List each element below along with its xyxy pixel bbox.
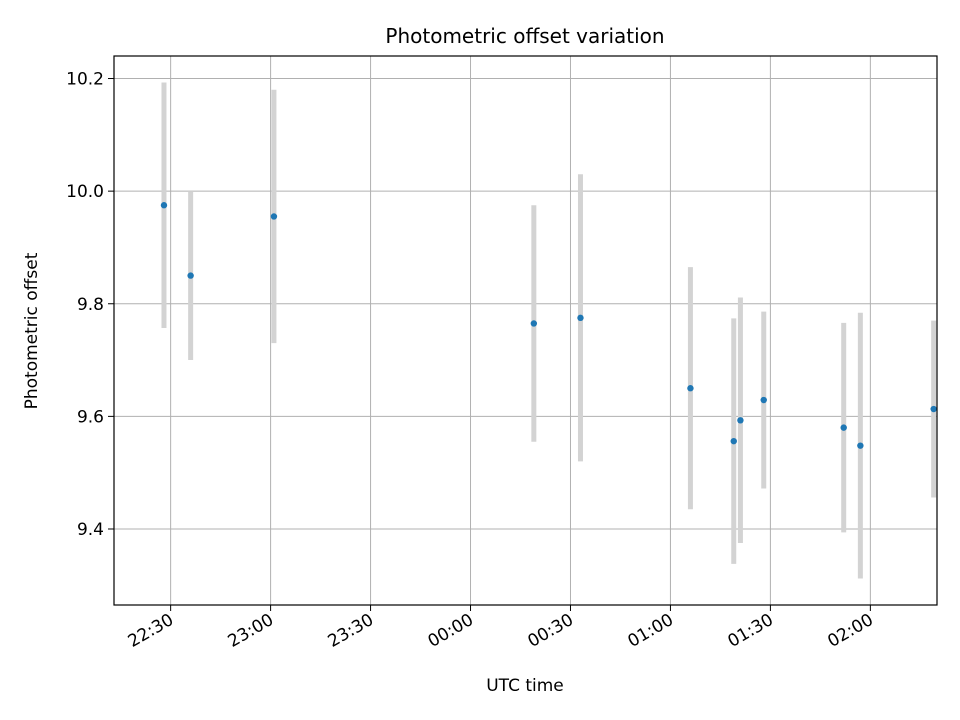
data-point: [187, 272, 194, 279]
data-points: [160, 202, 937, 449]
y-tick-label: 10.0: [66, 182, 104, 202]
data-point: [270, 213, 278, 220]
data-point: [840, 424, 847, 431]
data-point: [160, 202, 168, 209]
plot-frame: [113, 55, 938, 606]
data-point: [530, 320, 538, 327]
chart-title: Photometric offset variation: [385, 24, 664, 48]
data-point: [577, 314, 584, 322]
data-point: [857, 442, 864, 449]
data-point: [930, 405, 937, 413]
y-tick-label: 9.4: [77, 520, 104, 540]
y-axis-title: Photometric offset: [22, 252, 42, 409]
data-point: [687, 385, 694, 392]
data-point: [760, 396, 767, 404]
y-axis: 9.4 9.6 9.8 10.0 10.2: [66, 70, 114, 540]
data-point: [737, 417, 744, 424]
y-tick-label: 10.2: [66, 70, 104, 90]
y-tick-label: 9.8: [77, 295, 104, 315]
data-point: [730, 437, 737, 445]
grid: [114, 56, 937, 605]
y-tick-label: 9.6: [77, 407, 104, 427]
x-axis-title: UTC time: [486, 676, 564, 696]
